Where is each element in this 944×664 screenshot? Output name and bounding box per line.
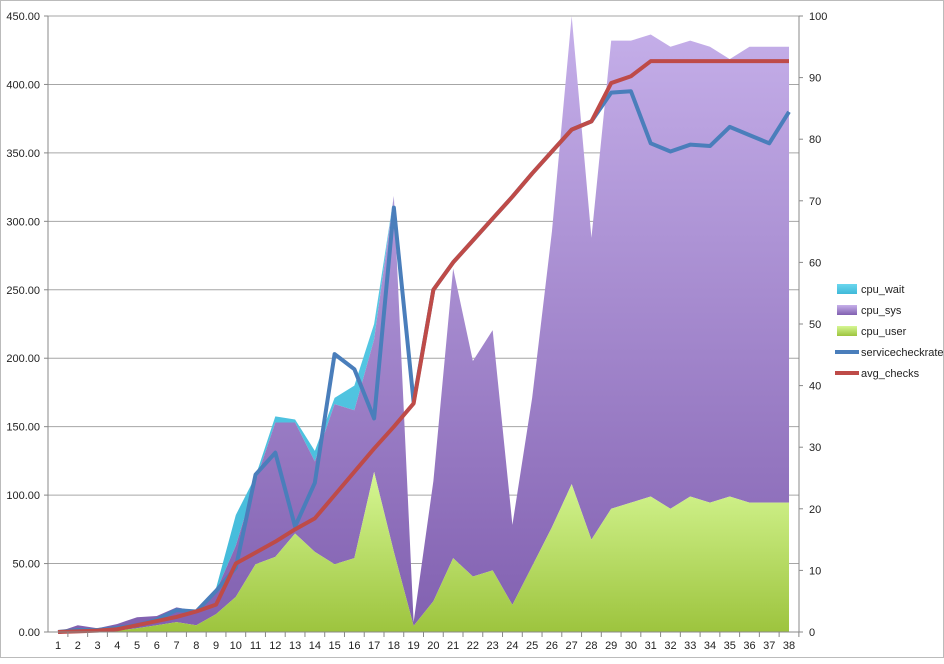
right-axis-tick-label: 100 xyxy=(809,11,827,23)
x-axis-tick-label: 1 xyxy=(55,640,61,652)
left-axis-tick-label: 450.00 xyxy=(6,11,40,23)
legend-item-servicecheckrate: servicecheckrate xyxy=(835,347,944,359)
x-axis-tick-label: 37 xyxy=(763,640,775,652)
x-axis-tick-label: 19 xyxy=(407,640,419,652)
x-axis-tick-label: 14 xyxy=(309,640,321,652)
x-axis-tick-label: 13 xyxy=(289,640,301,652)
x-axis-tick-label: 12 xyxy=(269,640,281,652)
x-axis-tick-label: 22 xyxy=(467,640,479,652)
x-axis-tick-label: 17 xyxy=(368,640,380,652)
legend-item-cpu-sys: cpu_sys xyxy=(837,305,902,317)
left-axis-tick-label: 0.00 xyxy=(19,627,40,639)
x-axis-tick-label: 3 xyxy=(94,640,100,652)
right-axis-tick-label: 70 xyxy=(809,196,821,208)
line-avg-checks xyxy=(57,59,789,634)
x-axis-tick-label: 6 xyxy=(154,640,160,652)
x-axis-tick-label: 2 xyxy=(75,640,81,652)
x-axis-tick-label: 28 xyxy=(585,640,597,652)
legend-item-cpu-wait: cpu_wait xyxy=(837,284,904,296)
right-axis-tick-label: 10 xyxy=(809,565,821,577)
area-cpu-sys xyxy=(58,16,789,632)
x-axis-tick-label: 7 xyxy=(173,640,179,652)
x-axis-tick-label: 10 xyxy=(230,640,242,652)
x-axis-tick-label: 38 xyxy=(783,640,795,652)
x-axis-tick-label: 5 xyxy=(134,640,140,652)
x-axis-tick-label: 16 xyxy=(348,640,360,652)
right-axis-tick-label: 40 xyxy=(809,381,821,393)
left-axis-tick-label: 150.00 xyxy=(6,422,40,434)
x-axis-tick-label: 32 xyxy=(664,640,676,652)
x-axis-tick-label: 29 xyxy=(605,640,617,652)
x-axis-tick-label: 21 xyxy=(447,640,459,652)
left-axis-tick-label: 400.00 xyxy=(6,79,40,91)
x-axis-tick-label: 27 xyxy=(566,640,578,652)
x-axis-tick-label: 11 xyxy=(250,640,261,652)
legend-item-cpu-user: cpu_user xyxy=(837,326,907,338)
right-axis-tick-label: 60 xyxy=(809,257,821,269)
x-axis-tick-label: 34 xyxy=(704,640,716,652)
x-axis-tick-label: 25 xyxy=(526,640,538,652)
x-axis-tick-label: 26 xyxy=(546,640,558,652)
legend-label: cpu_wait xyxy=(861,284,904,296)
legend-label: cpu_sys xyxy=(861,305,902,317)
x-axis-tick-label: 30 xyxy=(625,640,637,652)
left-axis-tick-label: 250.00 xyxy=(6,285,40,297)
x-axis-tick-label: 35 xyxy=(724,640,736,652)
right-axis-tick-label: 80 xyxy=(809,134,821,146)
left-axis-tick-label: 300.00 xyxy=(6,216,40,228)
legend-label: cpu_user xyxy=(861,326,907,338)
x-axis-tick-label: 18 xyxy=(388,640,400,652)
left-axis-tick-label: 50.00 xyxy=(12,559,40,571)
area-cpu-user xyxy=(58,471,789,632)
x-axis-tick-label: 36 xyxy=(743,640,755,652)
x-axis-tick-label: 33 xyxy=(684,640,696,652)
right-axis-tick-label: 30 xyxy=(809,442,821,454)
legend-label: servicecheckrate xyxy=(861,347,944,359)
legend-item-avg-checks: avg_checks xyxy=(835,368,920,380)
legend-swatch xyxy=(837,284,857,294)
left-axis-tick-label: 350.00 xyxy=(6,148,40,160)
right-axis-tick-label: 90 xyxy=(809,73,821,85)
right-axis-tick-label: 0 xyxy=(809,627,815,639)
x-axis-tick-label: 15 xyxy=(328,640,340,652)
legend-label: avg_checks xyxy=(861,368,920,380)
x-axis-tick-label: 9 xyxy=(213,640,219,652)
x-axis-tick-label: 31 xyxy=(645,640,657,652)
left-axis-tick-label: 100.00 xyxy=(6,490,40,502)
legend-swatch xyxy=(837,326,857,336)
right-axis-tick-label: 20 xyxy=(809,504,821,516)
x-axis-tick-label: 4 xyxy=(114,640,120,652)
left-axis-tick-label: 200.00 xyxy=(6,353,40,365)
right-axis-tick-label: 50 xyxy=(809,319,821,331)
x-axis-tick-label: 8 xyxy=(193,640,199,652)
legend-swatch xyxy=(837,305,857,315)
x-axis-tick-label: 20 xyxy=(427,640,439,652)
x-axis-tick-label: 23 xyxy=(487,640,499,652)
x-axis-tick-label: 24 xyxy=(506,640,518,652)
